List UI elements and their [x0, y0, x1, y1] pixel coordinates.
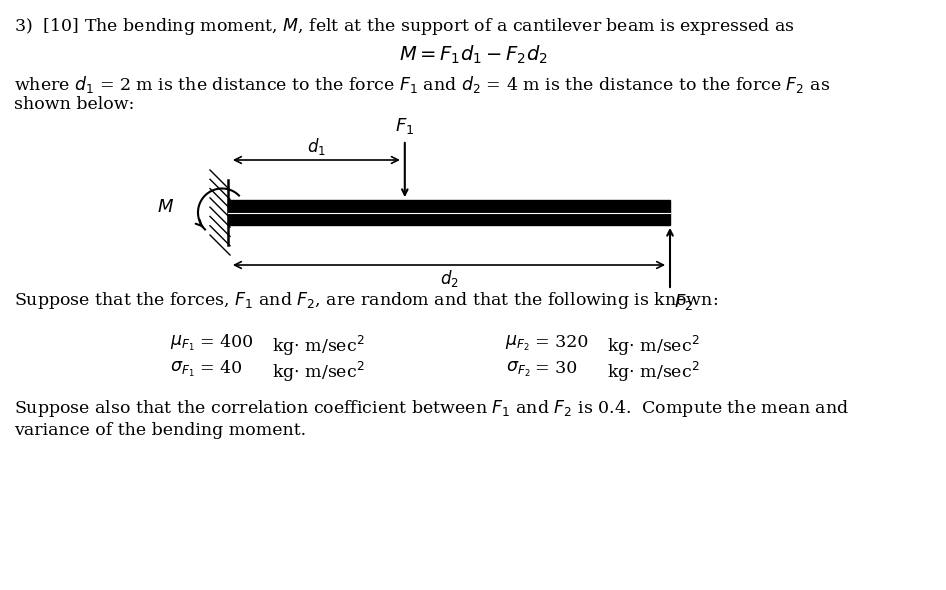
Text: $F_1$: $F_1$: [395, 116, 414, 136]
Text: kg$\cdot$ m/sec$^2$: kg$\cdot$ m/sec$^2$: [272, 334, 364, 358]
Text: $M = F_1d_1 - F_2d_2$: $M = F_1d_1 - F_2d_2$: [398, 44, 548, 66]
Text: $\mu_{F_2}$: $\mu_{F_2}$: [505, 334, 530, 353]
Text: = 400: = 400: [200, 334, 254, 351]
Text: kg$\cdot$ m/sec$^2$: kg$\cdot$ m/sec$^2$: [607, 334, 700, 358]
Text: $\sigma_{F_1}$: $\sigma_{F_1}$: [170, 360, 195, 379]
Text: = 40: = 40: [200, 360, 242, 377]
Text: $F_2$: $F_2$: [674, 292, 693, 312]
Text: variance of the bending moment.: variance of the bending moment.: [14, 422, 307, 439]
Text: $\sigma_{F_2}$: $\sigma_{F_2}$: [505, 360, 530, 379]
Text: Suppose that the forces, $F_1$ and $F_2$, are random and that the following is k: Suppose that the forces, $F_1$ and $F_2$…: [14, 290, 718, 311]
Text: where $d_1$ = 2 m is the distance to the force $F_1$ and $d_2$ = 4 m is the dist: where $d_1$ = 2 m is the distance to the…: [14, 74, 831, 95]
Polygon shape: [228, 200, 670, 225]
Text: kg$\cdot$ m/sec$^2$: kg$\cdot$ m/sec$^2$: [607, 360, 700, 384]
Text: 3)  [10] The bending moment, $M$, felt at the support of a cantilever beam is ex: 3) [10] The bending moment, $M$, felt at…: [14, 16, 795, 37]
Text: $d_1$: $d_1$: [307, 136, 325, 157]
Text: Suppose also that the correlation coefficient between $F_1$ and $F_2$ is 0.4.  C: Suppose also that the correlation coeffi…: [14, 398, 849, 419]
Text: shown below:: shown below:: [14, 96, 134, 113]
Text: = 30: = 30: [535, 360, 577, 377]
Text: $M$: $M$: [157, 198, 174, 217]
Text: kg$\cdot$ m/sec$^2$: kg$\cdot$ m/sec$^2$: [272, 360, 364, 384]
Text: = 320: = 320: [535, 334, 588, 351]
Text: $\mu_{F_1}$: $\mu_{F_1}$: [170, 334, 195, 353]
Text: $d_2$: $d_2$: [440, 268, 459, 289]
